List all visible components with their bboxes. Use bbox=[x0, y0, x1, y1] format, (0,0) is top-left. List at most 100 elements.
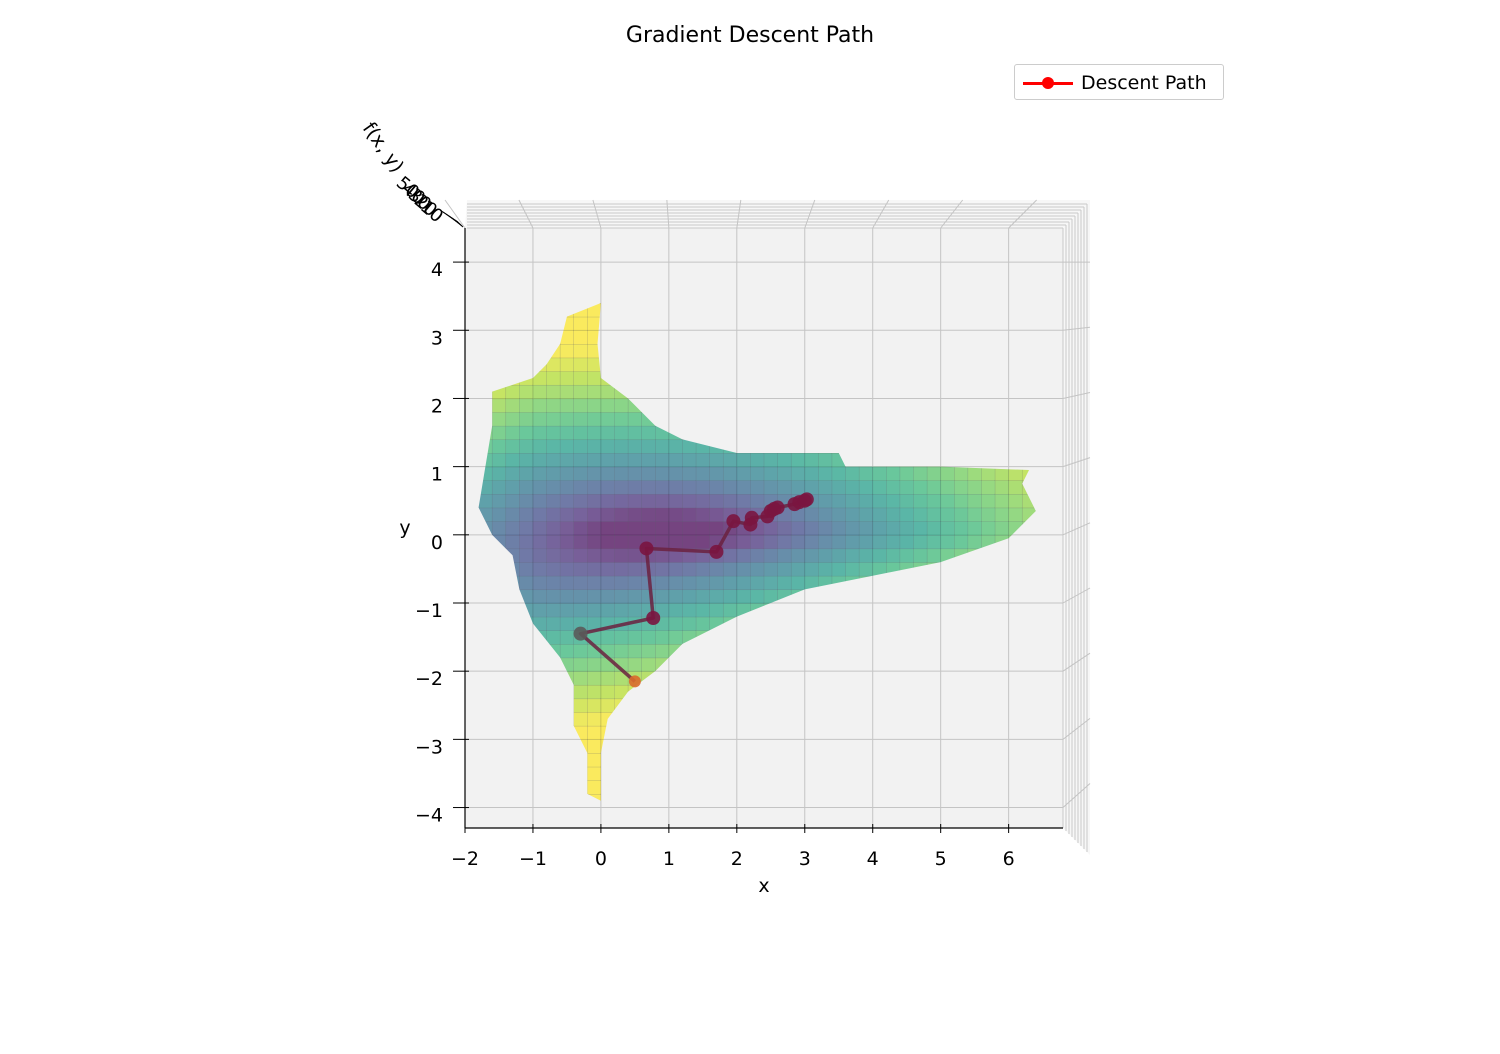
surface-patch bbox=[994, 520, 1010, 536]
surface-patch bbox=[614, 602, 629, 618]
grid-line-y-depth bbox=[1062, 522, 1091, 536]
surface-patch bbox=[994, 480, 1010, 495]
surface-patch bbox=[763, 534, 779, 550]
surface-patch bbox=[831, 480, 847, 495]
surface-patch bbox=[695, 616, 711, 631]
surface-patch bbox=[831, 520, 847, 536]
surface-patch bbox=[777, 561, 792, 577]
surface-patch bbox=[587, 398, 602, 413]
surface-patch bbox=[627, 493, 643, 509]
surface-patch bbox=[940, 520, 955, 536]
surface-patch bbox=[899, 520, 915, 536]
surface-patch bbox=[573, 411, 588, 427]
surface-patch bbox=[546, 425, 561, 441]
surface-patch bbox=[763, 480, 779, 495]
chart-title: Gradient Descent Path bbox=[626, 23, 874, 48]
surface-patch bbox=[627, 425, 643, 441]
surface-patch bbox=[682, 480, 697, 495]
surface-patch bbox=[804, 561, 820, 577]
surface-patch bbox=[491, 452, 507, 468]
surface-patch bbox=[872, 480, 887, 495]
surface-patch bbox=[668, 507, 684, 522]
surface-patch bbox=[722, 452, 738, 468]
surface-patch bbox=[573, 561, 588, 577]
surface-patch bbox=[519, 534, 534, 550]
surface-patch bbox=[722, 548, 738, 563]
x-tick-label: −1 bbox=[519, 848, 547, 870]
surface-patch bbox=[600, 493, 616, 509]
surface-patch bbox=[600, 466, 616, 481]
surface-patch bbox=[886, 480, 901, 495]
surface-patch bbox=[872, 534, 887, 550]
surface-patch bbox=[573, 575, 588, 591]
descent-path-point bbox=[573, 626, 588, 641]
surface-patch bbox=[709, 589, 724, 604]
surface-patch bbox=[913, 493, 928, 509]
surface-patch bbox=[573, 330, 588, 345]
y-tick-label: 0 bbox=[431, 532, 443, 554]
surface-patch bbox=[750, 534, 765, 550]
grid-line-x-depth bbox=[736, 199, 742, 229]
surface-patch bbox=[627, 589, 643, 604]
surface-patch bbox=[491, 520, 507, 536]
surface-patch bbox=[709, 561, 724, 577]
surface-patch bbox=[587, 698, 602, 713]
surface-patch bbox=[614, 643, 629, 659]
surface-patch bbox=[736, 466, 752, 481]
surface-patch bbox=[790, 575, 806, 591]
surface-patch bbox=[559, 630, 575, 645]
y-tick-label: −4 bbox=[415, 805, 443, 827]
surface-patch bbox=[926, 480, 942, 495]
surface-patch bbox=[505, 398, 521, 413]
surface-patch bbox=[763, 548, 779, 563]
surface-patch bbox=[913, 507, 928, 522]
surface-patch bbox=[614, 439, 629, 454]
surface-patch bbox=[587, 670, 602, 686]
surface-patch bbox=[505, 439, 521, 454]
surface-patch bbox=[709, 602, 724, 618]
surface-patch bbox=[614, 630, 629, 645]
surface-patch bbox=[668, 575, 684, 591]
surface-patch bbox=[750, 480, 765, 495]
surface-patch bbox=[940, 466, 955, 481]
surface-patch bbox=[587, 711, 602, 727]
grid-line-x-depth bbox=[872, 199, 890, 229]
surface-patch bbox=[641, 480, 656, 495]
surface-patch bbox=[899, 548, 915, 563]
surface-patch bbox=[559, 493, 575, 509]
surface-patch bbox=[954, 520, 969, 536]
surface-patch bbox=[641, 657, 656, 672]
surface-patch bbox=[845, 520, 860, 536]
surface-patch bbox=[655, 589, 670, 604]
surface-patch bbox=[736, 480, 752, 495]
surface-patch bbox=[750, 575, 765, 591]
grid-line-x-depth bbox=[518, 199, 534, 229]
y-tick-label: 1 bbox=[431, 464, 443, 486]
surface-patch bbox=[627, 630, 643, 645]
surface-patch bbox=[546, 561, 561, 577]
surface-patch bbox=[763, 466, 779, 481]
surface-patch bbox=[627, 602, 643, 618]
surface-patch bbox=[614, 548, 629, 563]
z-tick-mark bbox=[454, 219, 464, 228]
surface-patch bbox=[532, 534, 548, 550]
surface-patch bbox=[505, 425, 521, 441]
surface-patch bbox=[587, 657, 602, 672]
surface-patch bbox=[614, 589, 629, 604]
surface-patch bbox=[505, 493, 521, 509]
surface-patch bbox=[886, 466, 901, 481]
surface-patch bbox=[491, 466, 507, 481]
legend-marker-swatch bbox=[1042, 77, 1054, 89]
surface-patch bbox=[546, 480, 561, 495]
surface-patch bbox=[491, 493, 507, 509]
surface-patch bbox=[627, 480, 643, 495]
surface-patch bbox=[872, 507, 887, 522]
surface-patch bbox=[627, 439, 643, 454]
surface-patch bbox=[559, 452, 575, 468]
surface-patch bbox=[519, 398, 534, 413]
surface-patch bbox=[831, 561, 847, 577]
x-tick-label: 0 bbox=[595, 848, 607, 870]
surface-patch bbox=[655, 439, 670, 454]
